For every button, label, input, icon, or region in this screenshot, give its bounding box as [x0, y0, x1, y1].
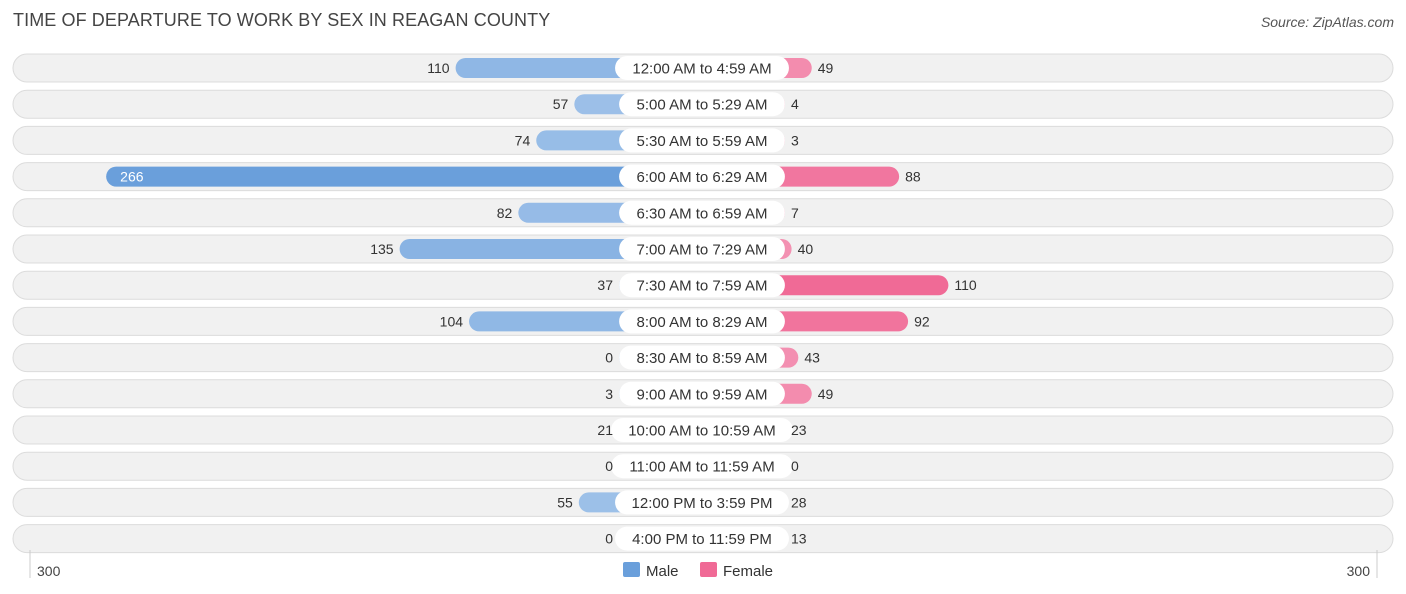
axis-label-left: 300 [37, 563, 61, 579]
source-label: Source: ZipAtlas.com [1260, 14, 1394, 30]
bar-rows: 12:00 AM to 4:59 AM 110 49 5:00 AM to 5:29 … [12, 53, 1394, 554]
female-value-label: 0 [791, 458, 799, 474]
female-value-label: 49 [818, 60, 834, 76]
category-pill [611, 418, 793, 442]
category-pill [615, 490, 789, 515]
category-label: 10:00 AM to 10:59 AM [628, 423, 776, 440]
category-label: 8:30 AM to 8:59 AM [637, 350, 768, 367]
male-bar [106, 166, 702, 187]
male-value-label: 37 [597, 277, 613, 293]
male-value-label: 135 [370, 241, 394, 257]
male-value-label: 57 [553, 96, 569, 112]
male-value-label: 55 [557, 494, 573, 510]
female-value-label: 13 [791, 531, 807, 547]
category-pill [619, 309, 785, 334]
category-label: 6:00 AM to 6:29 AM [637, 169, 768, 186]
female-value-label: 40 [798, 241, 814, 257]
female-value-label: 43 [804, 350, 820, 366]
category-pill [619, 237, 785, 261]
legend-swatch-female [700, 562, 717, 577]
male-value-label: 0 [605, 531, 613, 547]
category-pill [615, 526, 789, 551]
male-value-label: 104 [440, 313, 464, 329]
category-pill [619, 128, 785, 153]
chart-title: TIME OF DEPARTURE TO WORK BY SEX IN REAG… [13, 10, 551, 30]
category-label: 9:00 AM to 9:59 AM [637, 386, 768, 403]
category-label: 5:00 AM to 5:29 AM [637, 97, 768, 114]
category-pill [615, 56, 789, 80]
female-value-label: 28 [791, 494, 807, 510]
category-pill [619, 273, 785, 298]
category-pill [619, 200, 785, 225]
legend-label-male: Male [646, 563, 679, 580]
female-value-label: 110 [954, 277, 977, 293]
male-value-label: 74 [515, 132, 531, 148]
category-label: 4:00 PM to 11:59 PM [632, 531, 772, 548]
male-value-label: 21 [597, 422, 613, 438]
male-value-label: 82 [497, 205, 513, 221]
female-value-label: 49 [818, 386, 834, 402]
male-value-label: 0 [605, 458, 613, 474]
male-value-label: 266 [120, 169, 144, 185]
category-label: 11:00 AM to 11:59 AM [629, 459, 774, 476]
category-pill [619, 164, 785, 189]
male-value-label: 0 [605, 350, 613, 366]
male-value-label: 3 [605, 386, 613, 402]
female-value-label: 92 [914, 313, 930, 329]
category-label: 12:00 AM to 4:59 AM [632, 61, 771, 78]
category-pill [619, 381, 785, 406]
female-value-label: 23 [791, 422, 807, 438]
male-value-label: 110 [427, 60, 450, 76]
legend: Male Female [623, 562, 773, 580]
axis-label-right: 300 [1347, 563, 1371, 579]
female-value-label: 3 [791, 132, 799, 148]
category-label: 5:30 AM to 5:59 AM [637, 133, 768, 150]
category-label: 12:00 PM to 3:59 PM [632, 495, 773, 512]
category-label: 7:00 AM to 7:29 AM [637, 242, 768, 259]
category-label: 6:30 AM to 6:59 AM [637, 205, 768, 222]
legend-label-female: Female [723, 563, 773, 580]
legend-swatch-male [623, 562, 640, 577]
female-value-label: 88 [905, 169, 921, 185]
category-label: 8:00 AM to 8:29 AM [637, 314, 768, 331]
category-pill [619, 345, 785, 370]
female-value-label: 7 [791, 205, 799, 221]
category-label: 7:30 AM to 7:59 AM [637, 278, 768, 295]
female-value-label: 4 [791, 96, 799, 112]
category-pill [619, 92, 785, 117]
category-pill [611, 454, 793, 479]
